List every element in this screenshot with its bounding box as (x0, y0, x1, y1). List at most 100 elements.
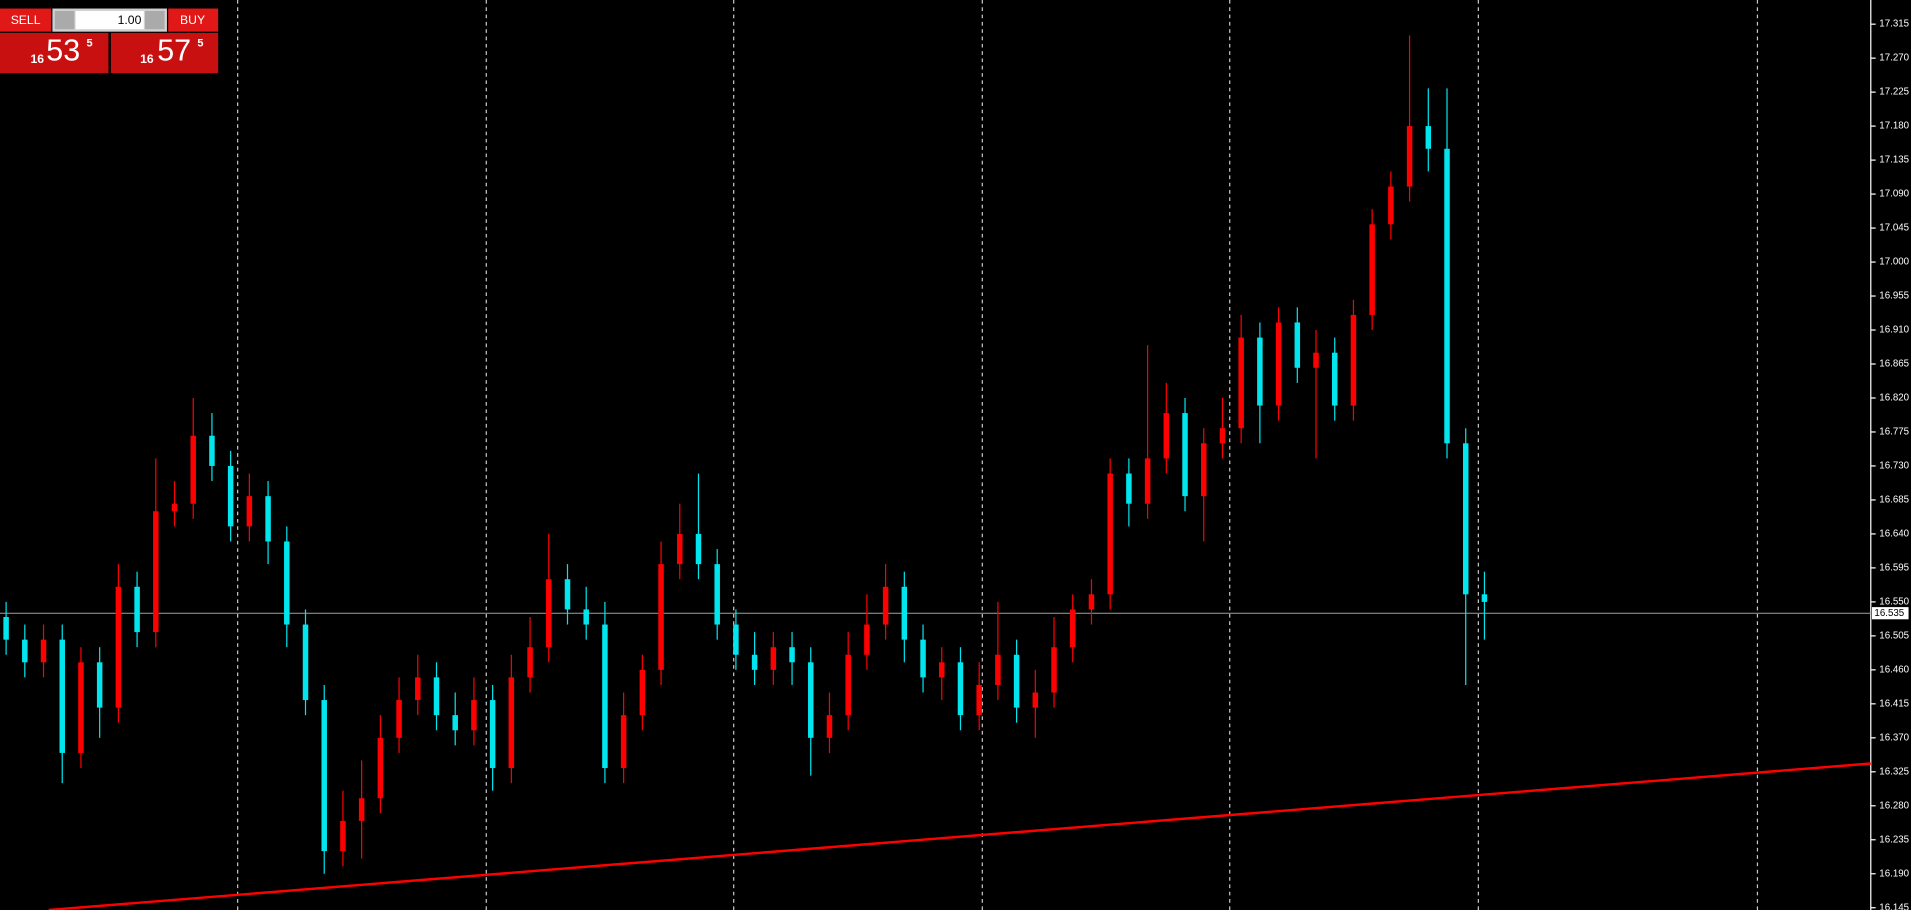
buy-label: BUY (180, 13, 205, 27)
candle-body (415, 677, 421, 701)
candle-body (714, 564, 720, 625)
sell-price-small: 5 (87, 38, 93, 50)
y-tick-label: 16.370 (1879, 732, 1909, 743)
candle-body (40, 639, 47, 663)
candle-body (489, 700, 496, 769)
y-tick-label: 16.910 (1879, 325, 1909, 336)
buy-button[interactable] (168, 8, 219, 32)
candle-body (1200, 443, 1207, 497)
lot-value: 1.00 (118, 13, 142, 27)
buy-price-small: 5 (197, 38, 203, 50)
candle-body (471, 700, 477, 731)
candle-body (284, 541, 290, 625)
candle-body (546, 579, 552, 648)
y-tick-label: 16.955 (1879, 291, 1909, 302)
candle-body (508, 677, 515, 769)
y-tick-label: 17.315 (1879, 19, 1909, 30)
candle-body (358, 798, 365, 821)
lot-input[interactable] (75, 10, 144, 30)
y-tick-label: 16.505 (1879, 630, 1909, 641)
sell-price-box[interactable] (0, 32, 109, 74)
y-tick-label: 16.235 (1879, 834, 1909, 845)
lot-down[interactable] (54, 10, 75, 30)
candle-body (1032, 692, 1039, 708)
y-tick-label: 16.415 (1879, 698, 1909, 709)
y-tick-label: 17.225 (1879, 87, 1909, 98)
candle-body (1350, 314, 1357, 406)
candle-body (564, 579, 571, 610)
trade-panel: SELL 1.00 BUY 16 53 5 16 57 5 (0, 8, 219, 74)
candle-body (751, 654, 758, 670)
current-price-box (1872, 607, 1909, 620)
y-tick-label: 16.550 (1879, 596, 1909, 607)
candle-body (78, 662, 84, 753)
y-tick-label: 17.045 (1879, 223, 1909, 234)
sell-price-big: 16 (30, 52, 44, 66)
y-tick-label: 16.820 (1879, 393, 1909, 404)
candle-body (639, 669, 646, 716)
candle-body (190, 435, 196, 504)
y-tick-label: 16.775 (1879, 427, 1909, 438)
candle-body (115, 586, 122, 708)
candle-body (3, 616, 9, 640)
candle-body (246, 496, 253, 527)
buy-price-main: 57 (157, 33, 191, 67)
candle-body (677, 533, 683, 565)
y-tick-label: 17.000 (1879, 257, 1909, 268)
candle-body (1425, 126, 1432, 149)
candle-body (920, 639, 926, 678)
candle-body (1126, 473, 1132, 504)
y-tick-label: 17.180 (1879, 121, 1909, 132)
sell-button[interactable] (0, 8, 52, 32)
candle-body (1369, 224, 1375, 315)
candle-body (882, 586, 889, 625)
candle-body (1219, 428, 1226, 444)
candle-body (22, 639, 28, 663)
candle-body (864, 624, 870, 655)
candle-body (1013, 654, 1020, 708)
y-tick-label: 16.280 (1879, 800, 1909, 811)
candle-body (1481, 594, 1488, 602)
candle-body (1388, 186, 1394, 225)
candle-body (1462, 443, 1469, 595)
candle-body (1294, 322, 1301, 368)
candle-body (1182, 413, 1188, 497)
candle-body (808, 662, 814, 738)
candle-body (733, 624, 739, 655)
y-tick-label: 16.730 (1879, 461, 1909, 472)
candle-body (939, 662, 945, 678)
candle-body (1088, 594, 1095, 610)
candle-body (583, 609, 589, 625)
candle-body (1313, 352, 1319, 368)
candle-body (620, 715, 627, 769)
candle-body (976, 684, 982, 716)
candle-body (302, 624, 309, 701)
candle-body (1144, 458, 1151, 504)
candle-body (695, 533, 702, 565)
candle-body (901, 586, 908, 640)
y-tick-label: 16.460 (1879, 664, 1909, 675)
candle-body (1163, 413, 1170, 459)
sell-label: SELL (11, 13, 41, 27)
candle-body (209, 435, 215, 466)
candle-body (265, 496, 271, 542)
candle-body (1257, 337, 1263, 406)
candle-body (433, 677, 440, 716)
candle-body (789, 647, 795, 663)
candle-body (1275, 322, 1282, 406)
candle-body (321, 700, 327, 852)
candle-body (340, 820, 346, 852)
lot-up[interactable] (145, 10, 165, 30)
candle-body (1444, 148, 1450, 444)
y-tick-label: 16.190 (1879, 868, 1909, 879)
buy-price-box[interactable] (110, 32, 219, 74)
candle-body (770, 647, 777, 670)
sell-price-main: 53 (46, 33, 80, 67)
candle-body (1051, 647, 1057, 693)
current-price-label: 16.535 (1874, 608, 1904, 619)
candle-body (227, 465, 234, 527)
candle-body (96, 662, 103, 708)
y-tick-label: 17.270 (1879, 53, 1909, 64)
